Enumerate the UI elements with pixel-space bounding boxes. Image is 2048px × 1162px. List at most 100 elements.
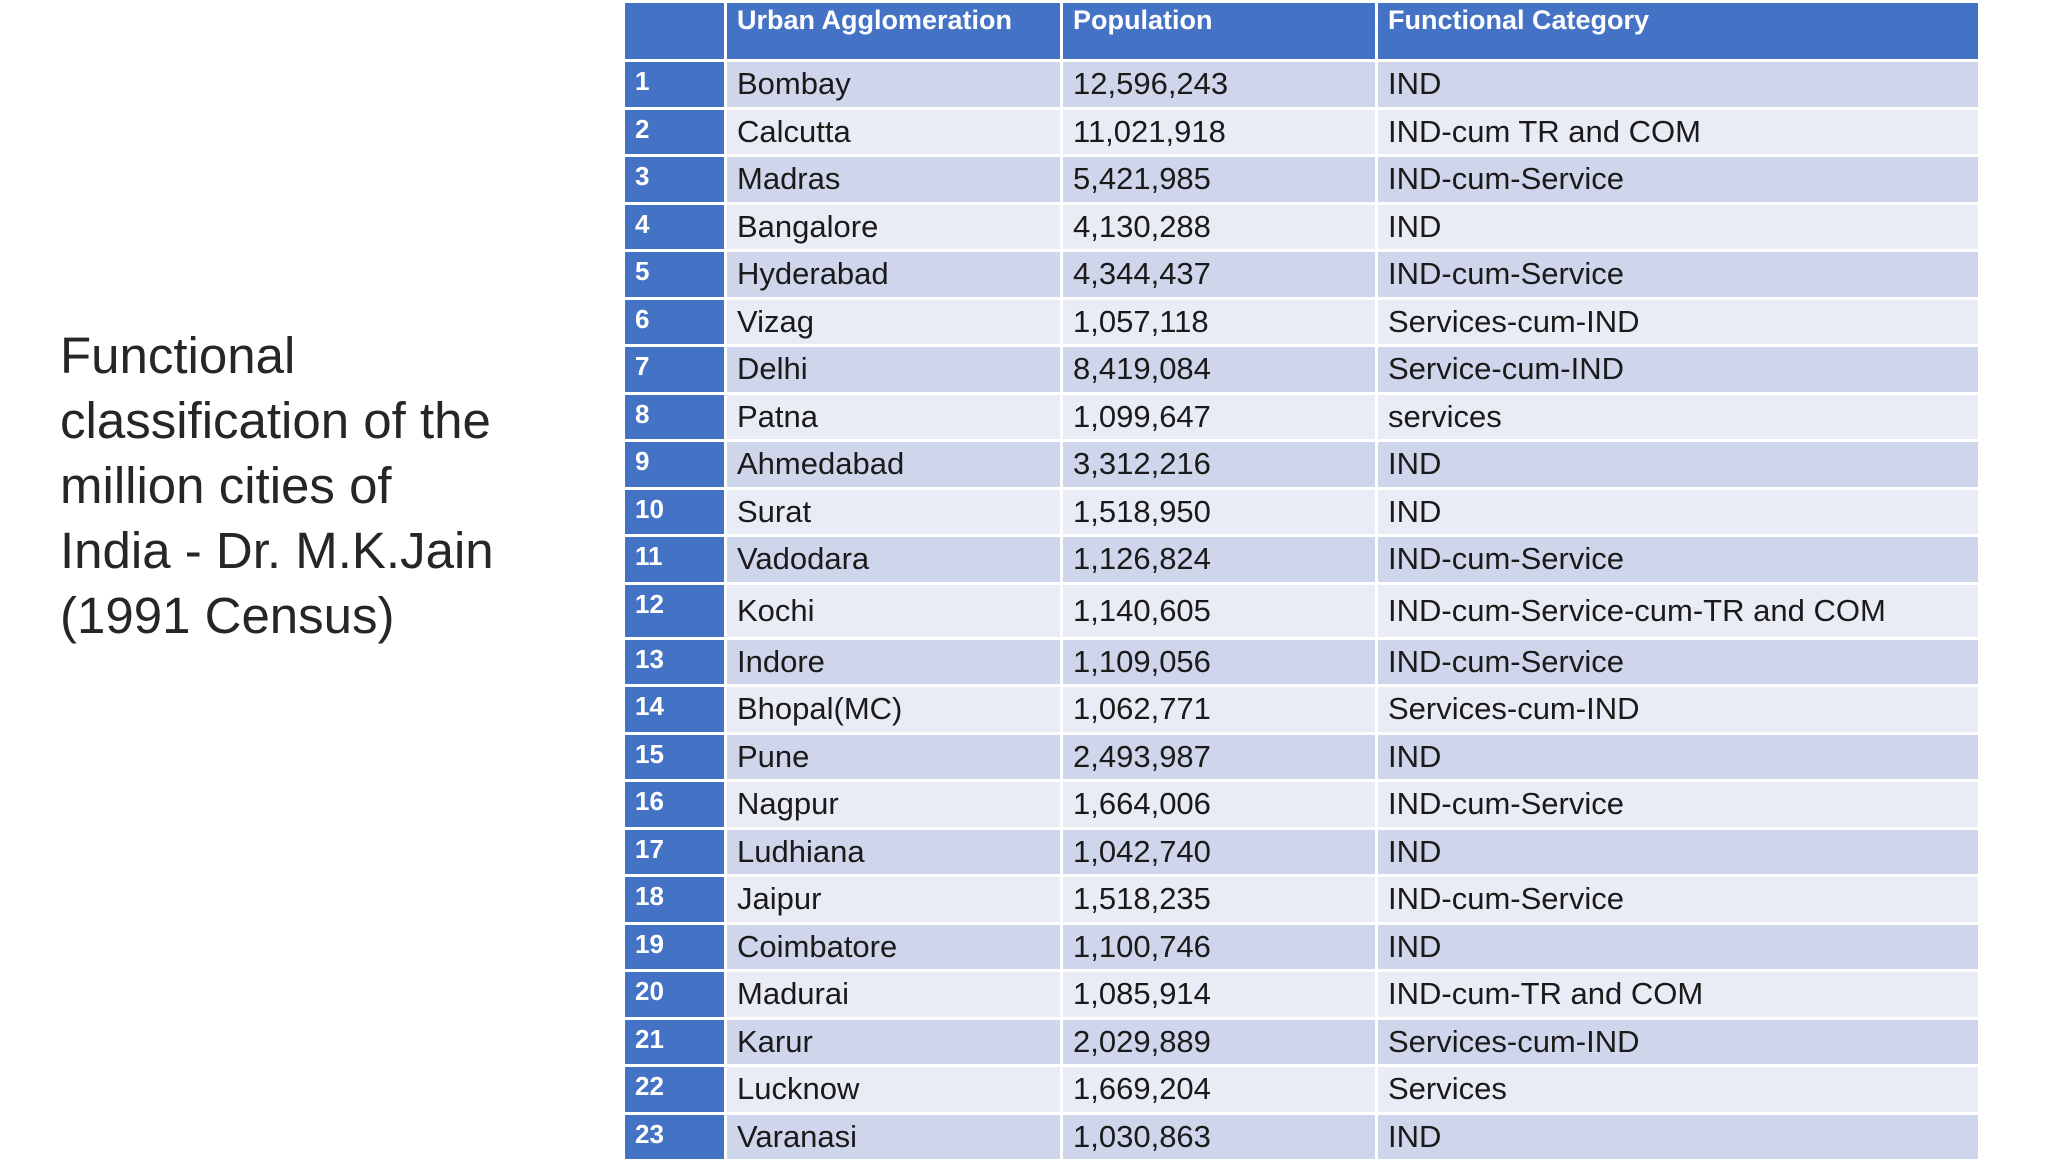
functional-category-cell: IND	[1375, 201, 1981, 252]
header-index	[622, 0, 727, 62]
table-row: 22 Lucknow 1,669,204 Services	[622, 1064, 1981, 1115]
population-cell: 4,344,437	[1060, 249, 1378, 300]
table-row: 15 Pune 2,493,987 IND	[622, 731, 1981, 782]
row-index-cell: 12	[622, 581, 727, 640]
table-row: 8 Patna 1,099,647 services	[622, 391, 1981, 442]
functional-category-cell: IND-cum-Service	[1375, 249, 1981, 300]
table-row: 4 Bangalore 4,130,288 IND	[622, 201, 1981, 252]
functional-category-cell: IND-cum-Service	[1375, 154, 1981, 205]
row-index-cell: 2	[622, 106, 727, 157]
population-cell: 1,669,204	[1060, 1064, 1378, 1115]
row-index-cell: 14	[622, 684, 727, 735]
table-row: 10 Surat 1,518,950 IND	[622, 486, 1981, 537]
row-index-cell: 5	[622, 249, 727, 300]
city-name-cell: Bombay	[724, 59, 1063, 110]
city-name-cell: Nagpur	[724, 779, 1063, 830]
population-cell: 4,130,288	[1060, 201, 1378, 252]
row-index-cell: 6	[622, 296, 727, 347]
city-name-cell: Calcutta	[724, 106, 1063, 157]
table-row: 19 Coimbatore 1,100,746 IND	[622, 921, 1981, 972]
row-index-cell: 16	[622, 779, 727, 830]
slide-title: Functional classification of the million…	[60, 327, 494, 644]
city-name-cell: Bhopal(MC)	[724, 684, 1063, 735]
row-index-cell: 20	[622, 969, 727, 1020]
city-name-cell: Kochi	[724, 581, 1063, 640]
row-index-cell: 22	[622, 1064, 727, 1115]
city-name-cell: Madras	[724, 154, 1063, 205]
functional-category-cell: IND-cum-Service-cum-TR and COM	[1375, 581, 1981, 640]
population-cell: 8,419,084	[1060, 344, 1378, 395]
city-name-cell: Vizag	[724, 296, 1063, 347]
functional-category-cell: services	[1375, 391, 1981, 442]
row-index-cell: 1	[622, 59, 727, 110]
population-cell: 1,085,914	[1060, 969, 1378, 1020]
city-name-cell: Pune	[724, 731, 1063, 782]
functional-category-cell: IND	[1375, 439, 1981, 490]
row-index-cell: 13	[622, 636, 727, 687]
functional-category-cell: IND	[1375, 1111, 1981, 1162]
city-name-cell: Patna	[724, 391, 1063, 442]
table-row: 7 Delhi 8,419,084 Service-cum-IND	[622, 344, 1981, 395]
row-index-cell: 18	[622, 874, 727, 925]
population-cell: 2,493,987	[1060, 731, 1378, 782]
city-name-cell: Delhi	[724, 344, 1063, 395]
table-row: 11 Vadodara 1,126,824 IND-cum-Service	[622, 534, 1981, 585]
city-name-cell: Ahmedabad	[724, 439, 1063, 490]
table-row: 12 Kochi 1,140,605 IND-cum-Service-cum-TR a…	[622, 581, 1981, 640]
functional-category-cell: IND-cum-Service	[1375, 636, 1981, 687]
functional-category-cell: Service-cum-IND	[1375, 344, 1981, 395]
table-row: 14 Bhopal(MC) 1,062,771 Services-cum-IND	[622, 684, 1981, 735]
table-row: 13 Indore 1,109,056 IND-cum-Service	[622, 636, 1981, 687]
row-index-cell: 8	[622, 391, 727, 442]
population-cell: 1,518,950	[1060, 486, 1378, 537]
population-cell: 1,099,647	[1060, 391, 1378, 442]
population-cell: 5,421,985	[1060, 154, 1378, 205]
functional-category-cell: IND	[1375, 826, 1981, 877]
row-index-cell: 10	[622, 486, 727, 537]
table-row: 16 Nagpur 1,664,006 IND-cum-Service	[622, 779, 1981, 830]
population-cell: 1,126,824	[1060, 534, 1378, 585]
population-cell: 1,100,746	[1060, 921, 1378, 972]
row-index-cell: 7	[622, 344, 727, 395]
city-name-cell: Coimbatore	[724, 921, 1063, 972]
functional-category-cell: IND-cum-Service	[1375, 874, 1981, 925]
city-name-cell: Madurai	[724, 969, 1063, 1020]
table-row: 9 Ahmedabad 3,312,216 IND	[622, 439, 1981, 490]
functional-category-cell: IND	[1375, 731, 1981, 782]
table-row: 23 Varanasi 1,030,863 IND	[622, 1111, 1981, 1162]
table-row: 2 Calcutta 11,021,918 IND-cum TR and COM	[622, 106, 1981, 157]
city-name-cell: Lucknow	[724, 1064, 1063, 1115]
row-index-cell: 15	[622, 731, 727, 782]
population-cell: 2,029,889	[1060, 1016, 1378, 1067]
table-row: 20 Madurai 1,085,914 IND-cum-TR and COM	[622, 969, 1981, 1020]
city-name-cell: Indore	[724, 636, 1063, 687]
city-name-cell: Surat	[724, 486, 1063, 537]
header-population: Population	[1060, 0, 1378, 62]
population-cell: 1,057,118	[1060, 296, 1378, 347]
city-name-cell: Jaipur	[724, 874, 1063, 925]
header-functional-category: Functional Category	[1375, 0, 1981, 62]
functional-category-cell: IND-cum-Service	[1375, 779, 1981, 830]
row-index-cell: 21	[622, 1016, 727, 1067]
population-cell: 1,664,006	[1060, 779, 1378, 830]
table-row: 21 Karur 2,029,889 Services-cum-IND	[622, 1016, 1981, 1067]
functional-category-cell: Services-cum-IND	[1375, 684, 1981, 735]
population-cell: 11,021,918	[1060, 106, 1378, 157]
table-row: 6 Vizag 1,057,118 Services-cum-IND	[622, 296, 1981, 347]
population-cell: 1,062,771	[1060, 684, 1378, 735]
population-cell: 1,518,235	[1060, 874, 1378, 925]
row-index-cell: 11	[622, 534, 727, 585]
functional-category-cell: IND-cum TR and COM	[1375, 106, 1981, 157]
city-classification-table: Urban Agglomeration Population Functiona…	[622, 0, 1981, 1162]
population-cell: 1,030,863	[1060, 1111, 1378, 1162]
functional-category-cell: IND	[1375, 921, 1981, 972]
row-index-cell: 19	[622, 921, 727, 972]
population-cell: 1,042,740	[1060, 826, 1378, 877]
functional-category-cell: IND-cum-TR and COM	[1375, 969, 1981, 1020]
city-name-cell: Bangalore	[724, 201, 1063, 252]
row-index-cell: 4	[622, 201, 727, 252]
city-name-cell: Hyderabad	[724, 249, 1063, 300]
population-cell: 1,140,605	[1060, 581, 1378, 640]
table-row: 5 Hyderabad 4,344,437 IND-cum-Service	[622, 249, 1981, 300]
row-index-cell: 3	[622, 154, 727, 205]
